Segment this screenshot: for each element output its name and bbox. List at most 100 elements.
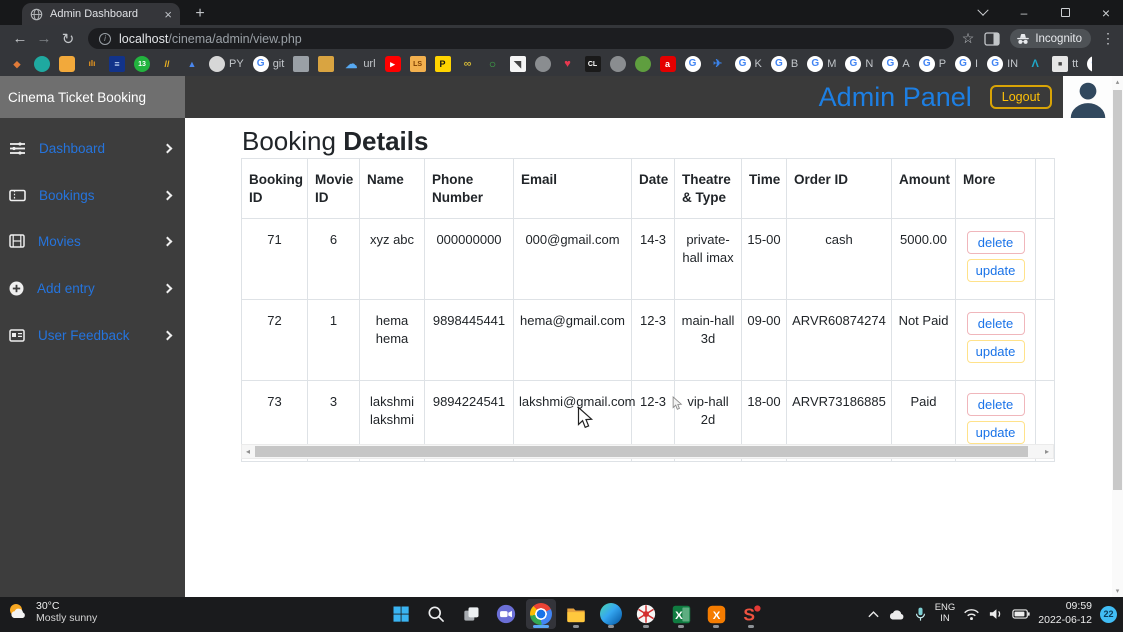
bookmark-item[interactable] — [609, 56, 626, 72]
language-indicator[interactable]: ENG IN — [935, 602, 956, 625]
avatar[interactable] — [1063, 76, 1112, 118]
bookmark-item[interactable]: P — [434, 56, 451, 72]
chrome-button[interactable] — [526, 599, 556, 629]
browser-tab[interactable]: Admin Dashboard × — [22, 3, 180, 25]
speaker-icon[interactable] — [988, 607, 1004, 621]
tab-close-icon[interactable]: × — [164, 6, 172, 22]
scroll-up-icon[interactable]: ▴ — [1115, 79, 1120, 86]
update-button[interactable]: update — [966, 340, 1025, 364]
sidebar-item-bookings[interactable]: Bookings — [0, 178, 185, 212]
bookmark-item[interactable]: ☁ url — [343, 56, 375, 72]
bookmark-item[interactable]: LS — [409, 56, 426, 72]
bookmark-item[interactable] — [534, 56, 551, 72]
bookmark-star-icon[interactable]: ☆ — [961, 30, 975, 46]
bookmark-item[interactable]: a — [659, 56, 676, 72]
bookmark-item[interactable]: G — [684, 56, 701, 72]
bookmark-favicon: ■ — [1052, 56, 1069, 72]
bookmark-item[interactable]: ○ — [485, 56, 501, 72]
bookmark-item[interactable]: G P — [918, 56, 946, 72]
close-icon[interactable]: × — [1101, 4, 1111, 21]
vertical-scrollbar-thumb[interactable] — [1113, 90, 1122, 490]
start-button[interactable] — [386, 599, 416, 629]
logout-button[interactable]: Logout — [989, 85, 1052, 109]
bookmark-item[interactable]: Λ — [1027, 56, 1043, 72]
address-bar[interactable]: i localhost/cinema/admin/view.php — [88, 28, 954, 49]
bookmark-item[interactable]: G N — [845, 56, 873, 72]
scroll-left-icon[interactable]: ◂ — [245, 447, 250, 456]
bookmark-item[interactable]: ♥ — [560, 56, 576, 72]
bookmark-favicon: Λ — [1031, 57, 1039, 70]
task-view-button[interactable] — [456, 599, 486, 629]
edge-button[interactable] — [596, 599, 626, 629]
clock[interactable]: 09:59 2022-06-12 — [1038, 600, 1092, 627]
site-info-icon[interactable]: i — [99, 32, 111, 45]
back-icon[interactable]: ← — [12, 30, 28, 47]
bookmark-item[interactable]: PY — [209, 56, 244, 72]
xampp-button[interactable]: X — [701, 599, 731, 629]
horizontal-scrollbar[interactable]: ◂ ▸ — [241, 444, 1054, 459]
s-app-button[interactable]: S — [736, 599, 766, 629]
bookmark-item[interactable]: G A — [882, 56, 910, 72]
bookmark-item[interactable]: ılı — [84, 56, 100, 72]
wifi-icon[interactable] — [963, 607, 980, 621]
horizontal-scrollbar-thumb[interactable] — [255, 446, 1028, 457]
microphone-icon[interactable] — [914, 606, 927, 623]
sidebar-item-add-entry[interactable]: Add entry — [0, 271, 185, 305]
update-button[interactable]: update — [966, 259, 1025, 283]
bookmark-item[interactable]: G K — [734, 56, 762, 72]
minimize-icon[interactable]: – — [1020, 5, 1028, 20]
bookmark-item[interactable] — [318, 56, 335, 72]
delete-button[interactable]: delete — [966, 312, 1025, 336]
excel-button[interactable]: X — [666, 599, 696, 629]
update-button[interactable]: update — [966, 421, 1025, 445]
bookmark-item[interactable]: ◥ — [509, 56, 526, 72]
bookmark-item[interactable] — [293, 56, 310, 72]
search-button[interactable] — [421, 599, 451, 629]
sidebar-item-dashboard[interactable]: Dashboard — [0, 131, 185, 165]
scroll-right-icon[interactable]: ▸ — [1044, 447, 1049, 456]
bookmark-item[interactable]: G git — [252, 56, 284, 72]
bookmark-item[interactable]: ◆ — [9, 56, 25, 72]
web-app-button[interactable] — [631, 599, 661, 629]
bookmark-item[interactable]: ≡ — [109, 56, 125, 72]
bookmark-item[interactable]: // — [159, 56, 175, 72]
bookmark-item[interactable]: ∞ — [460, 56, 476, 72]
forward-icon[interactable]: → — [36, 30, 52, 47]
clock-date: 2022-06-12 — [1038, 614, 1092, 626]
battery-icon[interactable] — [1012, 608, 1030, 620]
bookmark-item[interactable]: ▲ — [184, 56, 200, 72]
menu-dots-icon[interactable]: ⋮ — [1101, 30, 1115, 46]
delete-button[interactable]: delete — [966, 393, 1025, 417]
vertical-scrollbar[interactable]: ▴ ▾ — [1112, 76, 1123, 597]
bookmark-item[interactable]: ▸ — [384, 56, 401, 72]
bookmark-item[interactable] — [34, 56, 50, 72]
bookmark-item[interactable] — [634, 56, 651, 72]
bookmark-item[interactable] — [59, 56, 75, 72]
side-panel-icon[interactable] — [984, 31, 1000, 46]
new-tab-button[interactable]: + — [195, 5, 205, 22]
bookmark-item[interactable]: G B — [770, 56, 798, 72]
bookmark-item[interactable]: G — [1087, 56, 1092, 72]
tab-title: Admin Dashboard — [50, 8, 139, 20]
sidebar-item-user-feedback[interactable]: User Feedback — [0, 318, 185, 352]
delete-button[interactable]: delete — [966, 231, 1025, 255]
file-explorer-button[interactable] — [561, 599, 591, 629]
bookmark-item[interactable]: G I — [955, 56, 978, 72]
notification-badge[interactable]: 22 — [1100, 605, 1117, 623]
reload-icon[interactable]: ↻ — [61, 30, 75, 48]
maximize-icon[interactable] — [1058, 6, 1072, 20]
weather-widget[interactable]: 30°C Mostly sunny — [7, 600, 97, 624]
onedrive-cloud-icon[interactable] — [888, 608, 906, 621]
bookmark-item[interactable]: G M — [807, 56, 836, 72]
bookmark-item[interactable]: G IN — [987, 56, 1018, 72]
bookmark-item[interactable]: ■ tt — [1052, 56, 1078, 72]
tray-chevron-up-icon[interactable] — [867, 609, 880, 619]
bookmark-item[interactable]: CL — [584, 56, 601, 72]
scroll-down-icon[interactable]: ▾ — [1115, 588, 1120, 595]
sidebar-item-movies[interactable]: Movies — [0, 224, 185, 258]
tab-search-icon[interactable] — [976, 4, 990, 20]
chat-button[interactable] — [491, 599, 521, 629]
cell-phone: 000000000 — [424, 218, 514, 301]
bookmark-item[interactable]: 13 — [134, 56, 150, 72]
bookmark-item[interactable]: ✈ — [710, 56, 726, 72]
